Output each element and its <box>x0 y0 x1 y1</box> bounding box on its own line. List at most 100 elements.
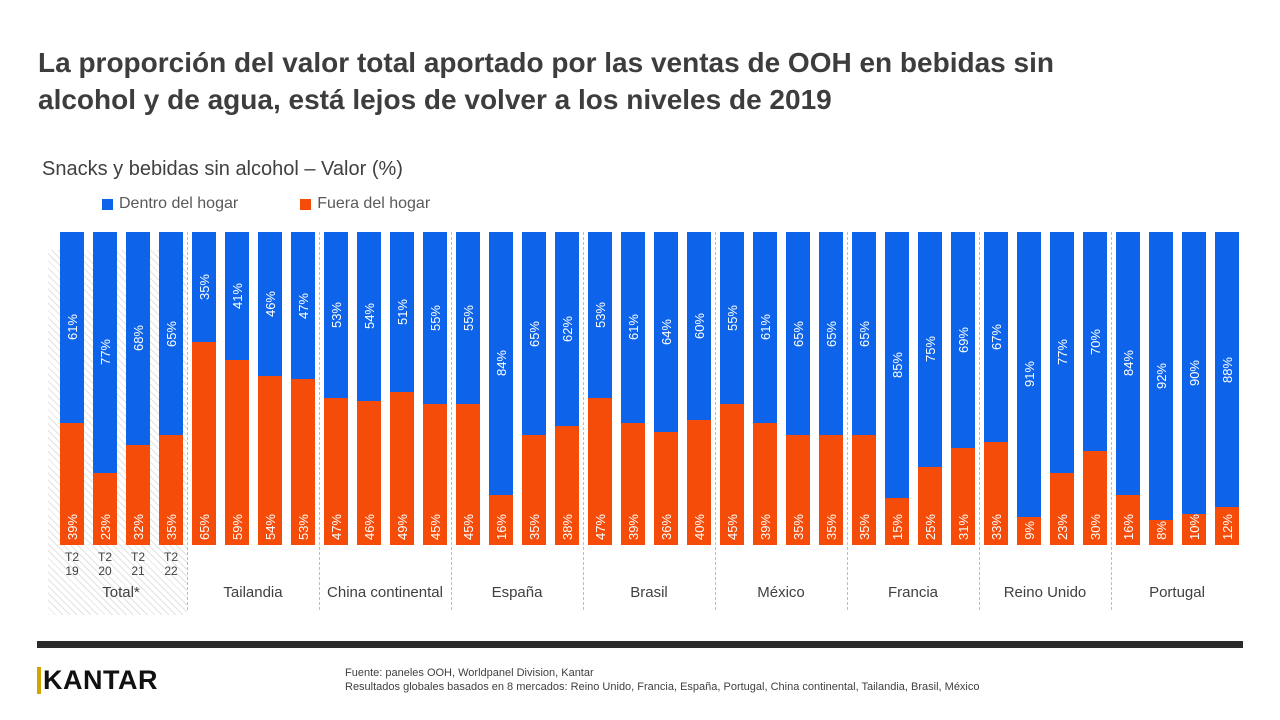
bar-segment-dentro: 47% <box>291 232 315 380</box>
stacked-bar: 55% 45% <box>720 232 744 545</box>
bar-value-label-fuera: 39% <box>757 513 773 540</box>
stacked-bar: 60% 40% <box>687 232 711 545</box>
bar-value-label-dentro: 84% <box>493 350 509 377</box>
source-note: Fuente: paneles OOH, Worldpanel Division… <box>345 666 980 694</box>
bar-value-label-fuera: 39% <box>625 513 641 540</box>
stacked-bar: 84% 16% <box>1116 232 1140 545</box>
bar-value-label-dentro: 84% <box>1120 350 1136 377</box>
bar-value-label-fuera: 12% <box>1219 513 1235 540</box>
bar-value-label-fuera: 46% <box>361 513 377 540</box>
bar-segment-dentro: 75% <box>918 232 942 467</box>
bar-segment-fuera: 47% <box>588 397 612 545</box>
stacked-bar: 65% 35% <box>522 232 546 545</box>
bar-segment-fuera: 39% <box>60 422 84 545</box>
bar-segment-fuera: 9% <box>1017 516 1041 545</box>
bar-value-label-dentro: 51% <box>394 298 410 325</box>
bar-segment-fuera: 49% <box>390 391 414 545</box>
x-axis-tick: T2 22 <box>163 550 178 578</box>
bar-segment-dentro: 84% <box>1116 232 1140 495</box>
bar-value-label-fuera: 40% <box>691 513 707 540</box>
bar-segment-fuera: 54% <box>258 375 282 545</box>
bar-segment-dentro: 65% <box>159 232 183 436</box>
source-line2: Resultados globales basados en 8 mercado… <box>345 681 980 693</box>
stacked-bar: 77% 23% <box>93 232 117 545</box>
bar-segment-fuera: 10% <box>1182 513 1206 545</box>
bar-segment-dentro: 53% <box>588 232 612 398</box>
bar-segment-fuera: 33% <box>984 441 1008 545</box>
bar-value-label-dentro: 47% <box>295 292 311 319</box>
bar-segment-dentro: 92% <box>1149 232 1173 520</box>
group-separator <box>319 232 320 610</box>
stacked-bar: 55% 45% <box>423 232 447 545</box>
kantar-logo: KANTAR <box>37 665 158 696</box>
bar-segment-dentro: 68% <box>126 232 150 445</box>
stacked-bar: 65% 35% <box>852 232 876 545</box>
page-title: La proporción del valor total aportado p… <box>38 44 1218 118</box>
bar-value-label-fuera: 35% <box>823 513 839 540</box>
bar-value-label-fuera: 32% <box>130 513 146 540</box>
stacked-bar: 51% 49% <box>390 232 414 545</box>
group-label: México <box>757 584 805 601</box>
bar-value-label-fuera: 53% <box>295 513 311 540</box>
bar-segment-fuera: 35% <box>159 435 183 545</box>
x-axis-tick: T2 20 <box>97 550 112 578</box>
bar-value-label-dentro: 70% <box>1087 328 1103 355</box>
bar-value-label-fuera: 59% <box>229 513 245 540</box>
page-title-line2: alcohol y de agua, está lejos de volver … <box>38 84 832 115</box>
bar-segment-dentro: 46% <box>258 232 282 376</box>
bar-value-label-dentro: 62% <box>559 316 575 343</box>
bar-segment-fuera: 16% <box>489 494 513 545</box>
bar-value-label-fuera: 45% <box>724 513 740 540</box>
group-label: Tailandia <box>223 584 283 601</box>
page-title-line1: La proporción del valor total aportado p… <box>38 47 1054 78</box>
bar-segment-fuera: 38% <box>555 426 579 545</box>
stacked-bar: 91% 9% <box>1017 232 1041 545</box>
group-separator <box>715 232 716 610</box>
bar-segment-dentro: 70% <box>1083 232 1107 452</box>
bar-value-label-dentro: 65% <box>163 320 179 347</box>
bar-segment-dentro: 64% <box>654 232 678 433</box>
bar-segment-dentro: 91% <box>1017 232 1041 517</box>
bar-value-label-dentro: 91% <box>1021 361 1037 388</box>
bar-value-label-fuera: 47% <box>592 513 608 540</box>
kantar-logo-accent-bar <box>37 667 41 694</box>
bar-segment-fuera: 30% <box>1083 451 1107 545</box>
bar-segment-fuera: 35% <box>786 435 810 545</box>
bar-value-label-fuera: 15% <box>889 513 905 540</box>
bar-segment-fuera: 47% <box>324 397 348 545</box>
bar-segment-fuera: 46% <box>357 401 381 545</box>
bar-value-label-dentro: 54% <box>361 303 377 330</box>
bar-value-label-dentro: 88% <box>1219 356 1235 383</box>
bar-segment-fuera: 25% <box>918 466 942 545</box>
stacked-bar: 65% 35% <box>786 232 810 545</box>
stacked-bar: 41% 59% <box>225 232 249 545</box>
bar-segment-dentro: 55% <box>423 232 447 405</box>
kantar-logo-text: KANTAR <box>43 665 158 695</box>
bar-segment-dentro: 77% <box>1050 232 1074 473</box>
stacked-bar: 55% 45% <box>456 232 480 545</box>
stacked-bar: 65% 35% <box>819 232 843 545</box>
group-label: Portugal <box>1149 584 1205 601</box>
bar-segment-fuera: 35% <box>819 435 843 545</box>
bar-segment-dentro: 61% <box>753 232 777 423</box>
bar-segment-dentro: 35% <box>192 232 216 342</box>
bar-segment-fuera: 35% <box>522 435 546 545</box>
bar-value-label-fuera: 54% <box>262 513 278 540</box>
bar-value-label-fuera: 33% <box>988 513 1004 540</box>
bar-value-label-fuera: 23% <box>97 513 113 540</box>
bar-segment-dentro: 65% <box>819 232 843 436</box>
bar-segment-dentro: 90% <box>1182 232 1206 514</box>
stacked-bar: 90% 10% <box>1182 232 1206 545</box>
group-label: Francia <box>887 584 939 601</box>
bar-value-label-dentro: 41% <box>229 283 245 310</box>
bar-value-label-dentro: 46% <box>262 290 278 317</box>
group-separator <box>187 232 188 610</box>
bar-value-label-fuera: 25% <box>922 513 938 540</box>
bar-value-label-fuera: 16% <box>493 513 509 540</box>
bar-segment-dentro: 65% <box>786 232 810 436</box>
chart-subtitle: Snacks y bebidas sin alcohol – Valor (%) <box>42 158 403 180</box>
bar-segment-fuera: 23% <box>93 473 117 545</box>
bar-value-label-dentro: 35% <box>196 273 212 300</box>
legend-swatch-fuera <box>300 198 312 210</box>
